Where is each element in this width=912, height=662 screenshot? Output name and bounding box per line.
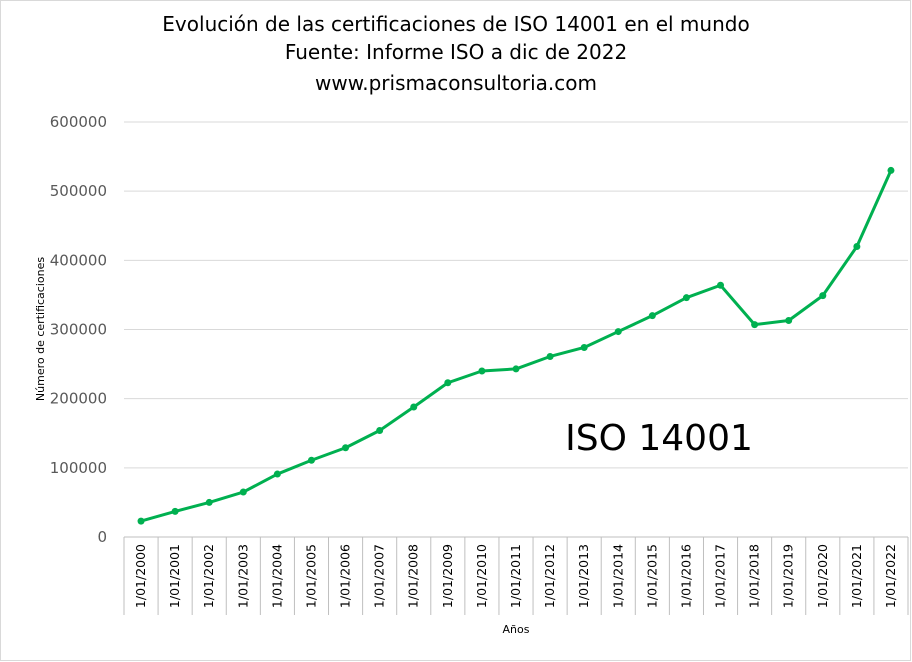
y-tick-label: 0 (97, 528, 107, 546)
x-tick-label: 1/01/2021 (849, 544, 864, 608)
data-point (342, 444, 350, 452)
series-layer (137, 166, 895, 525)
y-tick-label: 100000 (50, 459, 107, 477)
x-tick-label: 1/01/2013 (576, 544, 591, 608)
x-tick-label: 1/01/2018 (747, 544, 762, 608)
data-point (171, 507, 179, 515)
data-point (682, 294, 690, 302)
x-tick-label: 1/01/2009 (440, 544, 455, 608)
x-tick-label: 1/01/2017 (713, 544, 728, 608)
chart-annotation: ISO 14001 (565, 418, 753, 459)
y-axis-tick-labels: 0 100000 200000 300000 400000 500000 600000 (50, 113, 107, 546)
data-point (410, 403, 418, 411)
data-point (717, 281, 725, 289)
data-point (376, 426, 384, 434)
data-point (853, 243, 861, 250)
x-tick-label: 1/01/2020 (815, 544, 830, 608)
y-tick-label: 500000 (50, 182, 107, 200)
chart-source-url: www.prismaconsultoria.com (315, 71, 597, 95)
chart-subtitle: Fuente: Informe ISO a dic de 2022 (284, 40, 628, 64)
x-tick-label: 1/01/2002 (201, 544, 216, 608)
x-tick-label: 1/01/2005 (303, 544, 318, 608)
data-point (512, 365, 520, 373)
y-tick-label: 300000 (50, 321, 107, 339)
data-point (785, 317, 793, 325)
x-tick-label: 1/01/2008 (406, 544, 421, 608)
y-tick-label: 600000 (50, 113, 107, 131)
data-point (444, 379, 452, 387)
x-tick-label: 1/01/2011 (508, 544, 523, 608)
x-axis-title: Años (503, 623, 530, 636)
x-tick-label: 1/01/2006 (338, 544, 353, 608)
y-tick-label: 400000 (50, 251, 107, 269)
x-tick-label: 1/01/2010 (474, 544, 489, 608)
x-tick-label: 1/01/2007 (372, 544, 387, 608)
data-point (819, 292, 827, 300)
x-tick-label: 1/01/2004 (269, 544, 284, 608)
y-axis-title: Número de certificaciones (34, 257, 47, 401)
data-point (307, 456, 315, 464)
data-point (273, 470, 281, 478)
x-tick-label: 1/01/2012 (542, 544, 557, 608)
x-tick-label: 1/01/2019 (781, 544, 796, 608)
x-tick-label: 1/01/2016 (678, 544, 693, 608)
y-tick-label: 200000 (50, 390, 107, 408)
data-point (648, 312, 656, 320)
data-point (580, 343, 588, 351)
data-point (887, 166, 895, 174)
x-axis (123, 536, 909, 615)
data-point (137, 517, 145, 525)
chart-title: Evolución de las certificaciones de ISO … (162, 12, 750, 36)
x-tick-label: 1/01/2001 (167, 544, 182, 608)
x-tick-label: 1/01/2015 (644, 544, 659, 608)
data-point (239, 488, 247, 496)
data-point (546, 352, 554, 360)
data-point (614, 328, 622, 336)
x-tick-label: 1/01/2014 (610, 544, 625, 608)
x-tick-label: 1/01/2003 (235, 544, 250, 608)
series-line (139, 168, 893, 523)
x-tick-label: 1/01/2000 (133, 544, 148, 608)
x-tick-label: 1/01/2022 (883, 544, 898, 608)
x-axis-tick-labels: 1/01/2000 1/01/2001 1/01/2002 1/01/2003 1/01… (133, 544, 898, 608)
data-point (478, 367, 486, 375)
data-point (751, 321, 759, 329)
gridlines (124, 121, 908, 469)
data-point (205, 498, 213, 506)
